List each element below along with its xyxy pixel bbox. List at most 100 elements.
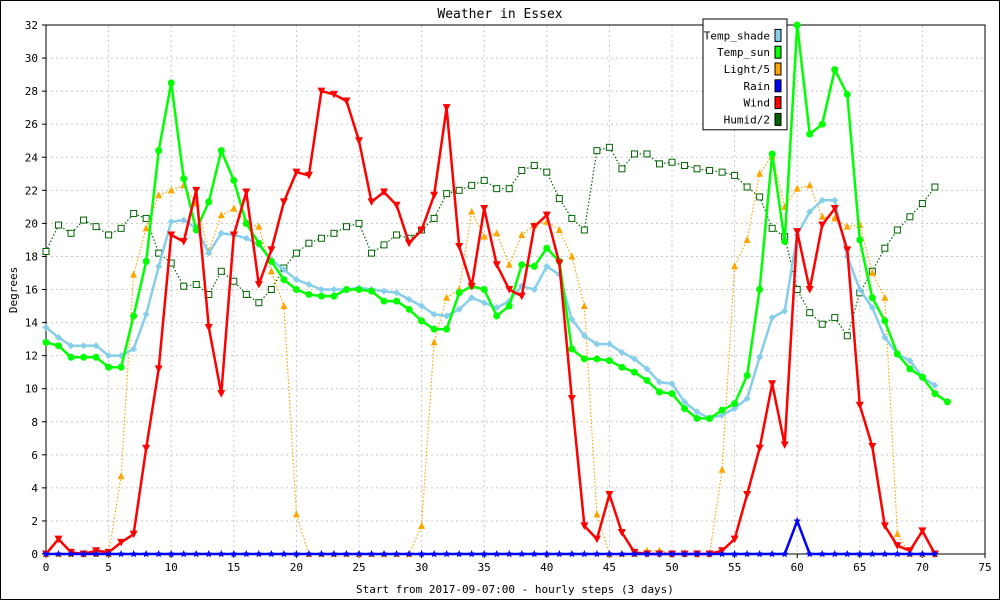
data-point <box>493 312 501 320</box>
data-point <box>292 168 301 177</box>
data-point <box>480 550 488 558</box>
data-point <box>643 376 651 384</box>
x-tick-label: 70 <box>916 561 929 574</box>
data-point <box>304 171 313 180</box>
data-point <box>105 231 113 239</box>
legend-label-light-5: Light/5 <box>724 63 770 76</box>
data-point <box>230 176 238 184</box>
data-point <box>906 213 914 221</box>
data-point <box>605 340 613 348</box>
data-point <box>818 221 827 230</box>
data-point <box>793 184 801 192</box>
data-point <box>731 262 739 270</box>
data-point <box>580 355 588 363</box>
grid-lines <box>46 25 985 554</box>
data-point <box>242 290 250 298</box>
y-tick-label: 30 <box>25 52 38 65</box>
data-point <box>881 333 889 341</box>
x-tick-label: 35 <box>478 561 491 574</box>
data-point <box>605 357 613 365</box>
data-point <box>267 286 275 293</box>
data-point <box>480 232 488 240</box>
data-point <box>543 168 551 176</box>
data-point <box>55 333 63 341</box>
data-point <box>205 198 213 206</box>
y-tick-label: 26 <box>25 118 38 131</box>
data-point <box>492 261 501 269</box>
data-point <box>743 235 751 243</box>
data-point <box>530 286 538 293</box>
data-point <box>329 90 338 99</box>
data-point <box>793 516 801 525</box>
y-tick-label: 0 <box>31 548 38 561</box>
data-point <box>317 550 326 558</box>
legend-swatch-light-5 <box>774 62 782 76</box>
data-point <box>167 550 175 558</box>
data-point <box>505 260 513 268</box>
data-point <box>555 195 563 203</box>
data-point <box>468 181 476 189</box>
data-point <box>693 414 701 422</box>
legend-label-humid-2: Humid/2 <box>724 113 770 126</box>
series-layer <box>42 21 951 558</box>
data-point <box>342 286 350 293</box>
data-point <box>681 398 689 406</box>
data-point <box>418 317 426 325</box>
data-point <box>117 550 125 558</box>
data-point <box>731 405 739 413</box>
legend-label-temp-sun: Temp_sun <box>717 46 770 59</box>
data-point <box>755 444 764 453</box>
chart-title: Weather in Essex <box>437 7 562 22</box>
data-point <box>255 550 263 558</box>
data-point <box>217 147 225 155</box>
data-point <box>918 550 927 558</box>
data-point <box>518 261 526 269</box>
data-point <box>505 550 513 558</box>
data-point <box>92 342 100 350</box>
data-point <box>768 150 776 158</box>
data-point <box>154 550 163 558</box>
data-point <box>806 181 814 189</box>
data-point <box>393 297 401 305</box>
data-point <box>180 282 188 290</box>
data-point <box>67 353 75 361</box>
data-point <box>680 550 689 558</box>
y-tick-label: 8 <box>31 416 38 429</box>
data-point <box>468 294 476 302</box>
data-point <box>530 162 538 170</box>
legend-label-wind: Wind <box>744 97 771 110</box>
data-point <box>906 365 914 373</box>
data-point <box>743 395 751 403</box>
data-point <box>280 550 288 558</box>
data-point <box>617 529 626 537</box>
y-tick-label: 22 <box>25 184 38 197</box>
data-point <box>467 282 476 291</box>
data-point <box>117 363 125 371</box>
data-point <box>480 204 489 213</box>
data-point <box>117 224 125 232</box>
data-point <box>255 239 263 247</box>
data-point <box>317 292 325 300</box>
x-tick-label: 25 <box>352 561 365 574</box>
data-point <box>668 158 676 166</box>
data-point <box>130 270 138 278</box>
data-point <box>355 137 363 145</box>
data-point <box>668 390 676 398</box>
data-point <box>943 398 951 406</box>
data-point <box>267 267 275 275</box>
x-tick-label: 60 <box>791 561 804 574</box>
data-point <box>155 262 163 270</box>
data-point <box>893 350 901 358</box>
y-tick-label: 2 <box>31 515 38 528</box>
axes: 0 5 10 15 20 25 30 35 40 45 50 55 60 65 70 750246810121… <box>25 19 992 574</box>
data-point <box>693 165 701 173</box>
data-point <box>305 239 313 247</box>
data-point <box>254 281 263 289</box>
legend-swatch-humid-2 <box>774 112 782 126</box>
data-point <box>493 229 501 237</box>
legend-swatch-temp-sun <box>774 45 782 59</box>
data-point <box>55 221 63 229</box>
legend-swatch-temp-shade <box>774 28 782 42</box>
